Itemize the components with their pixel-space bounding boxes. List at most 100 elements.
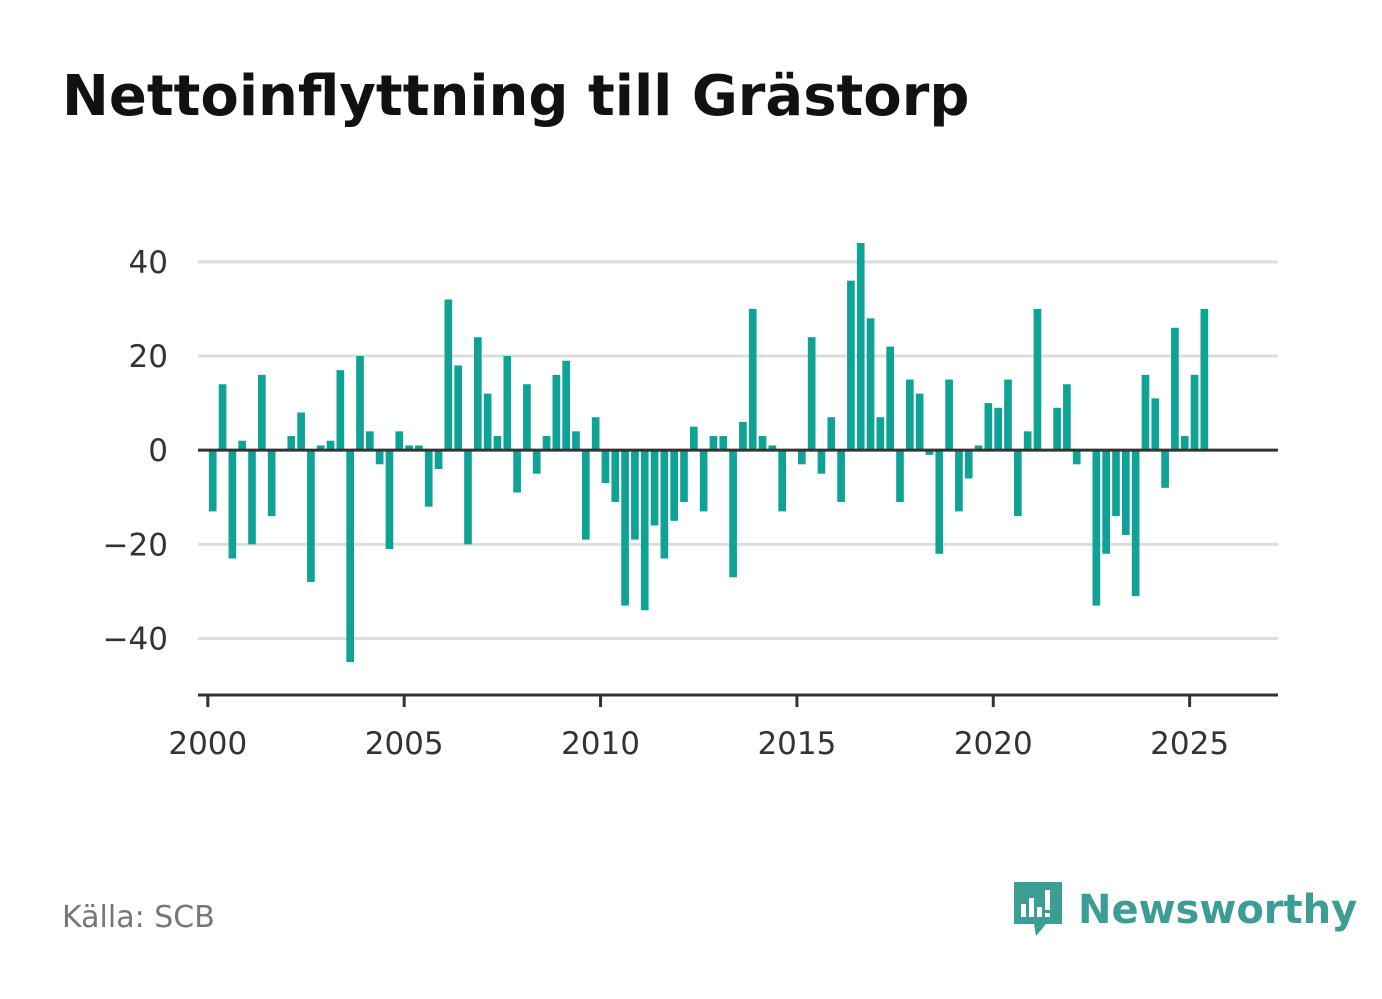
bar: [493, 436, 502, 451]
x-tick-label: 2005: [365, 726, 444, 762]
bar: [375, 450, 384, 465]
bar: [424, 450, 433, 507]
y-ticks: −40 −20 0 20 40: [103, 245, 168, 658]
bar: [935, 450, 944, 554]
bar: [768, 445, 777, 451]
bar: [365, 431, 374, 451]
bar: [758, 436, 767, 451]
bar: [886, 346, 895, 451]
bar: [326, 440, 335, 451]
brand-name: Newsworthy: [1078, 887, 1358, 933]
bar: [748, 308, 757, 451]
x-tick-label: 2015: [757, 726, 836, 762]
bar: [729, 450, 737, 578]
bar: [817, 450, 826, 474]
bar: [581, 450, 590, 540]
bar: [1063, 384, 1071, 451]
bar: [1131, 450, 1140, 597]
bar: [444, 299, 453, 451]
bar: [1190, 374, 1199, 451]
y-tick-label: 20: [129, 339, 168, 375]
bar: [336, 370, 345, 451]
bar: [542, 436, 551, 451]
bar: [1004, 379, 1012, 451]
bar: [739, 421, 747, 451]
newsworthy-logo-icon: [1014, 882, 1062, 936]
y-tick-label: 40: [129, 245, 168, 281]
bar: [640, 450, 649, 611]
bar: [572, 431, 580, 451]
bar: [405, 445, 413, 451]
bar: [552, 374, 561, 451]
x-tick-label: 2020: [954, 726, 1033, 762]
x-tick-label: 2025: [1150, 726, 1229, 762]
bar: [896, 450, 904, 502]
bar: [925, 450, 934, 455]
bar: [778, 450, 787, 512]
bar: [1180, 436, 1189, 451]
bar: [905, 379, 914, 451]
bar: [1151, 398, 1160, 451]
bar: [856, 243, 865, 451]
bar: [1023, 431, 1032, 451]
bar: [395, 431, 404, 451]
chart-title: Nettoinflyttning till Grästorp: [62, 64, 970, 129]
bar: [267, 450, 276, 517]
bar: [287, 436, 296, 451]
bar: [532, 450, 541, 474]
bar: [915, 393, 924, 451]
bar: [621, 450, 629, 606]
bar: [1072, 450, 1081, 465]
bar: [257, 374, 266, 451]
bar: [434, 450, 443, 469]
bar: [945, 379, 953, 451]
bar: [297, 412, 305, 451]
bar: [385, 450, 394, 550]
bar: [208, 450, 217, 512]
x-ticks: 2000 2005 2010 2015 2020 2025: [168, 695, 1229, 762]
bar: [591, 417, 600, 451]
bar: [346, 450, 355, 663]
bar: [650, 450, 659, 526]
bar: [611, 450, 620, 502]
bar: [601, 450, 610, 484]
bar: [316, 445, 325, 451]
y-tick-label: −20: [103, 527, 168, 563]
bar: [876, 417, 885, 451]
bar: [1112, 450, 1120, 517]
bar: [1141, 374, 1150, 451]
bar: [827, 417, 836, 451]
bar: [797, 450, 806, 465]
bar: [562, 360, 571, 451]
bar: [984, 403, 993, 451]
bar: [1171, 327, 1179, 451]
bar: [473, 337, 482, 451]
bar: [218, 384, 227, 451]
bar: [955, 450, 963, 512]
bar: [1033, 308, 1042, 451]
bar: [837, 450, 845, 502]
source-label: Källa: SCB: [62, 900, 215, 935]
bar: [807, 337, 816, 451]
bar: [866, 318, 875, 451]
bar: [847, 280, 855, 451]
bar: [356, 356, 364, 451]
bar: [964, 450, 973, 479]
bar: [513, 450, 521, 493]
y-tick-label: 0: [148, 433, 168, 469]
bar: [670, 450, 679, 521]
bar: [248, 450, 256, 545]
bar: [1102, 450, 1111, 554]
bar: [631, 450, 639, 540]
bar: [660, 450, 669, 559]
brand-logo: Newsworthy: [1010, 878, 1357, 942]
bar: [454, 365, 463, 451]
bar: [1092, 450, 1101, 606]
bar: [699, 450, 708, 512]
bar: [974, 445, 983, 451]
bar: [719, 436, 728, 451]
bar: [483, 393, 492, 451]
bar: [1053, 407, 1061, 451]
bar: [415, 445, 423, 451]
